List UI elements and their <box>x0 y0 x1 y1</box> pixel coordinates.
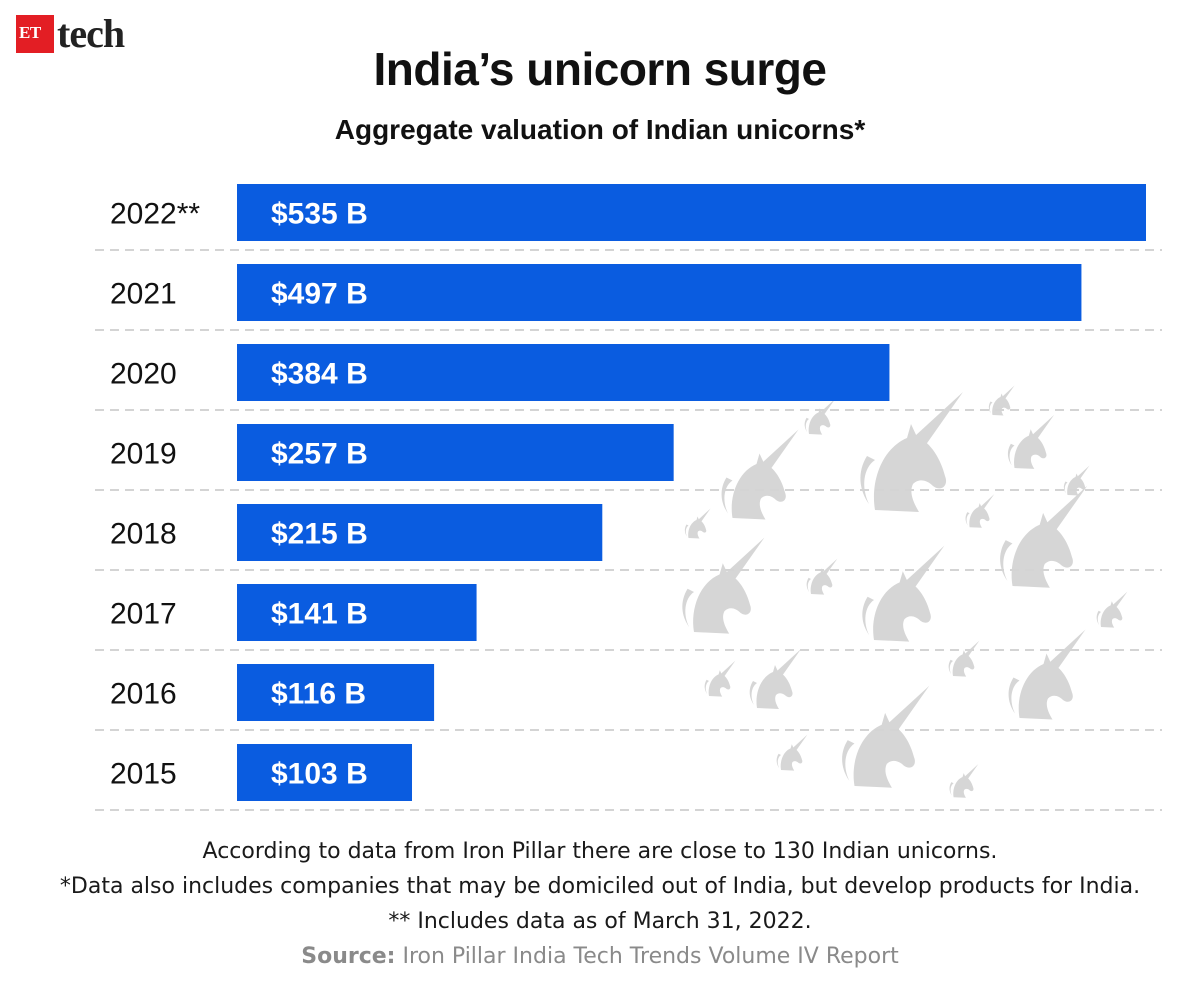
unicorn-head-icon <box>806 558 838 595</box>
grid-lines <box>95 249 1162 811</box>
bar <box>237 664 435 721</box>
bar <box>237 424 674 481</box>
brand-logo: ET tech <box>16 11 125 56</box>
unicorn-head-icon <box>948 640 980 677</box>
bar <box>237 584 477 641</box>
unicorn-head-icon <box>1096 591 1128 628</box>
unicorn-head-icon <box>704 660 736 697</box>
category-label: 2019 <box>110 438 177 471</box>
category-label: 2016 <box>110 678 177 711</box>
unicorn-head-icon <box>804 398 836 435</box>
bar <box>237 744 413 801</box>
bars <box>237 184 1146 801</box>
unicorn-head-icon <box>965 494 995 528</box>
note-unicorn-count: According to data from Iron Pillar there… <box>202 839 998 864</box>
unicorn-head-icon <box>721 429 799 520</box>
value-label: $497 B <box>271 278 368 311</box>
bar <box>237 344 890 401</box>
unicorn-head-icon <box>862 545 945 642</box>
category-label: 2017 <box>110 598 177 631</box>
value-label: $141 B <box>271 598 368 631</box>
bar <box>237 184 1146 241</box>
source-line: Source: Iron Pillar India Tech Trends Vo… <box>0 939 1200 974</box>
value-label: $384 B <box>271 358 368 391</box>
value-labels: $535 B $497 B $384 B $257 B $215 B $141 B $116… <box>271 198 368 791</box>
value-label: $215 B <box>271 518 368 551</box>
unicorn-head-icon <box>842 685 930 788</box>
value-label: $116 B <box>271 678 366 711</box>
unicorn-head-icon <box>682 537 765 634</box>
bar <box>237 264 1082 321</box>
unicorn-head-icon <box>749 649 801 709</box>
value-label: $257 B <box>271 438 368 471</box>
unicorn-head-icon <box>949 764 979 798</box>
brand-badge: ET <box>16 15 54 53</box>
chart-subtitle: Aggregate valuation of Indian unicorns* <box>334 114 866 145</box>
category-label: 2022** <box>110 198 200 231</box>
category-label: 2020 <box>110 358 177 391</box>
chart-title: India’s unicorn surge <box>373 43 827 95</box>
note-domicile: *Data also includes companies that may b… <box>59 874 1141 899</box>
note-date: ** Includes data as of March 31, 2022. <box>388 909 812 934</box>
value-label: $103 B <box>271 758 368 791</box>
footnotes: According to data from Iron Pillar there… <box>0 834 1200 974</box>
source-label: Source: <box>301 944 396 969</box>
value-label: $535 B <box>271 198 368 231</box>
category-label: 2018 <box>110 518 177 551</box>
category-labels: 2022** 2021 2020 2019 2018 2017 2016 2015 <box>110 198 200 791</box>
unicorn-head-icon <box>1007 414 1055 469</box>
unicorn-head-icon <box>776 734 808 771</box>
unicorn-illustration <box>682 385 1128 798</box>
bar <box>237 504 603 561</box>
category-label: 2015 <box>110 758 177 791</box>
unicorn-head-icon <box>1008 629 1086 720</box>
unicorn-head-icon <box>1000 485 1088 588</box>
category-label: 2021 <box>110 278 177 311</box>
source-text: Iron Pillar India Tech Trends Volume IV … <box>402 944 899 969</box>
unicorn-head-icon <box>684 508 711 539</box>
brand-word: tech <box>57 11 125 56</box>
